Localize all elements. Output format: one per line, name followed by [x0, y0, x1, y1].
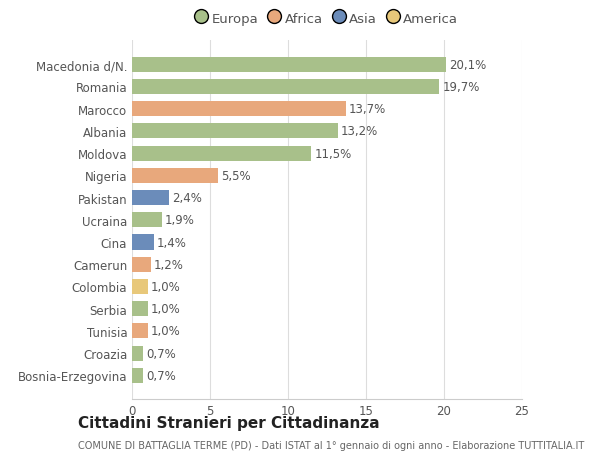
Bar: [132, 213, 161, 228]
Bar: [132, 235, 154, 250]
Text: 1,4%: 1,4%: [157, 236, 187, 249]
Text: 13,7%: 13,7%: [349, 103, 386, 116]
Legend: Europa, Africa, Asia, America: Europa, Africa, Asia, America: [196, 12, 458, 26]
Text: Cittadini Stranieri per Cittadinanza: Cittadini Stranieri per Cittadinanza: [78, 415, 380, 431]
Text: 20,1%: 20,1%: [449, 59, 486, 72]
Bar: [132, 80, 439, 95]
Text: 13,2%: 13,2%: [341, 125, 378, 138]
Bar: [132, 279, 148, 294]
Bar: [132, 302, 148, 317]
Text: 1,0%: 1,0%: [151, 280, 181, 293]
Bar: [132, 57, 446, 73]
Text: 0,7%: 0,7%: [146, 369, 176, 382]
Text: 2,4%: 2,4%: [173, 192, 202, 205]
Text: 0,7%: 0,7%: [146, 347, 176, 360]
Bar: [132, 168, 218, 184]
Bar: [132, 146, 311, 162]
Text: 11,5%: 11,5%: [314, 147, 352, 160]
Text: 1,0%: 1,0%: [151, 325, 181, 338]
Text: 1,0%: 1,0%: [151, 302, 181, 315]
Text: 5,5%: 5,5%: [221, 169, 251, 183]
Bar: [132, 124, 338, 139]
Bar: [132, 257, 151, 272]
Text: COMUNE DI BATTAGLIA TERME (PD) - Dati ISTAT al 1° gennaio di ogni anno - Elabora: COMUNE DI BATTAGLIA TERME (PD) - Dati IS…: [78, 440, 584, 450]
Bar: [132, 346, 143, 361]
Bar: [132, 102, 346, 117]
Text: 1,2%: 1,2%: [154, 258, 184, 271]
Bar: [132, 190, 169, 206]
Bar: [132, 324, 148, 339]
Text: 19,7%: 19,7%: [442, 81, 480, 94]
Text: 1,9%: 1,9%: [165, 214, 194, 227]
Bar: [132, 368, 143, 383]
